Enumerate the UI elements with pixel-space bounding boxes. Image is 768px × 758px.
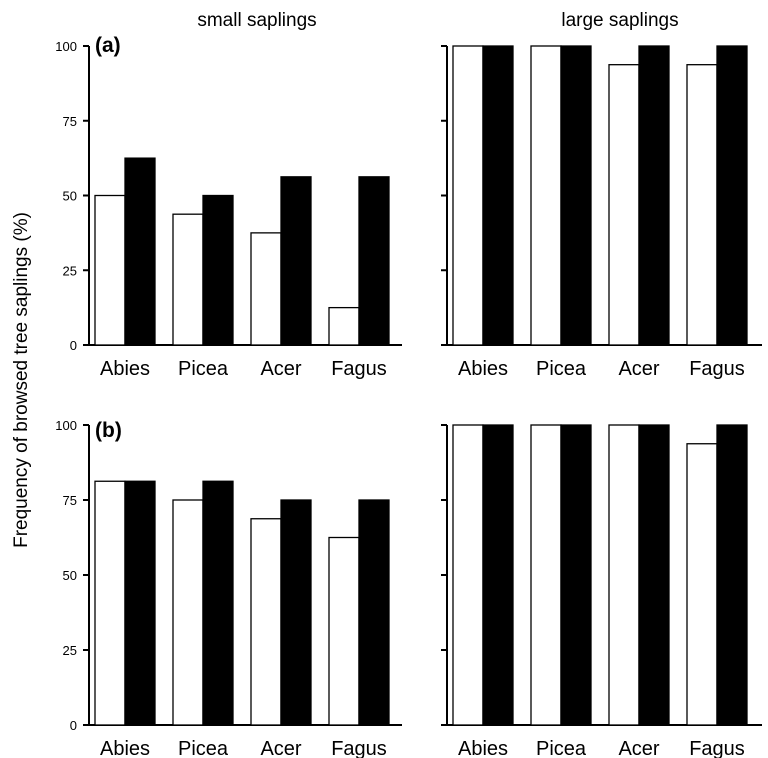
- bar-a-large-acer-series2: [638, 45, 670, 346]
- bar-a-large-fagus-series1: [686, 64, 718, 346]
- x-tick-label-a-large-abies: Abies: [458, 358, 508, 380]
- bar-b-large-fagus-series2: [716, 424, 748, 726]
- y-tick-label-b-small: 75: [63, 493, 77, 508]
- bar-b-small-fagus-series2: [358, 499, 390, 726]
- bar-b-small-acer-series2: [280, 499, 312, 726]
- y-tick-label-b-small: 100: [55, 418, 77, 433]
- y-tick-label-a-small: 50: [63, 189, 77, 204]
- x-tick-label-a-small-fagus: Fagus: [331, 358, 387, 380]
- x-tick-label-a-large-picea: Picea: [536, 358, 587, 380]
- bar-a-small-fagus-series1: [328, 306, 360, 346]
- y-tick-label-a-small: 25: [63, 263, 77, 278]
- bar-a-small-acer-series1: [250, 232, 282, 346]
- bar-b-large-fagus-series1: [686, 443, 718, 726]
- x-tick-label-b-small-abies: Abies: [100, 738, 150, 758]
- bar-b-large-acer-series2: [638, 424, 670, 726]
- x-tick-label-b-large-acer: Acer: [618, 738, 659, 758]
- x-tick-label-b-large-fagus: Fagus: [689, 738, 745, 758]
- bar-b-small-picea-series1: [172, 499, 204, 726]
- y-tick-label-a-small: 0: [70, 338, 77, 353]
- y-tick-label-b-small: 0: [70, 718, 77, 733]
- bar-b-small-picea-series2: [202, 480, 234, 726]
- bar-a-small-picea-series1: [172, 213, 204, 346]
- x-tick-label-b-small-fagus: Fagus: [331, 738, 387, 758]
- x-tick-label-a-small-abies: Abies: [100, 358, 150, 380]
- x-tick-label-a-small-acer: Acer: [260, 358, 301, 380]
- bar-a-large-abies-series1: [452, 45, 484, 346]
- y-axis-label: Frequency of browsed tree saplings (%): [11, 212, 32, 548]
- bar-a-large-fagus-series2: [716, 45, 748, 346]
- bar-b-small-abies-series1: [94, 480, 126, 726]
- x-tick-label-a-small-picea: Picea: [178, 358, 229, 380]
- bar-b-small-fagus-series1: [328, 536, 360, 726]
- y-tick-label-a-small: 100: [55, 39, 77, 54]
- column-title-large-saplings: large saplings: [561, 10, 678, 31]
- x-tick-label-b-large-abies: Abies: [458, 738, 508, 758]
- bar-b-large-picea-series2: [560, 424, 592, 726]
- bar-a-large-acer-series1: [608, 64, 640, 346]
- bar-b-small-acer-series1: [250, 518, 282, 726]
- y-tick-label-b-small: 50: [63, 568, 77, 583]
- bar-a-small-fagus-series2: [358, 176, 390, 346]
- x-tick-label-b-large-picea: Picea: [536, 738, 587, 758]
- bar-b-large-abies-series2: [482, 424, 514, 726]
- bar-b-large-acer-series1: [608, 424, 640, 726]
- bar-b-small-abies-series2: [124, 480, 156, 726]
- column-title-small-saplings: small saplings: [197, 10, 316, 31]
- bar-a-small-abies-series1: [94, 194, 126, 346]
- bar-b-large-picea-series1: [530, 424, 562, 726]
- panel-label-a: (a): [95, 34, 121, 57]
- bar-a-large-picea-series1: [530, 45, 562, 346]
- y-tick-label-b-small: 25: [63, 643, 77, 658]
- y-tick-label-a-small: 75: [63, 114, 77, 129]
- x-tick-label-a-large-fagus: Fagus: [689, 358, 745, 380]
- x-tick-label-b-small-acer: Acer: [260, 738, 301, 758]
- bar-b-large-abies-series1: [452, 424, 484, 726]
- bar-a-large-picea-series2: [560, 45, 592, 346]
- bar-a-small-picea-series2: [202, 194, 234, 346]
- panel-label-b: (b): [95, 419, 122, 442]
- bar-a-small-acer-series2: [280, 176, 312, 346]
- x-tick-label-a-large-acer: Acer: [618, 358, 659, 380]
- x-tick-label-b-small-picea: Picea: [178, 738, 229, 758]
- bar-a-small-abies-series2: [124, 157, 156, 346]
- bar-a-large-abies-series2: [482, 45, 514, 346]
